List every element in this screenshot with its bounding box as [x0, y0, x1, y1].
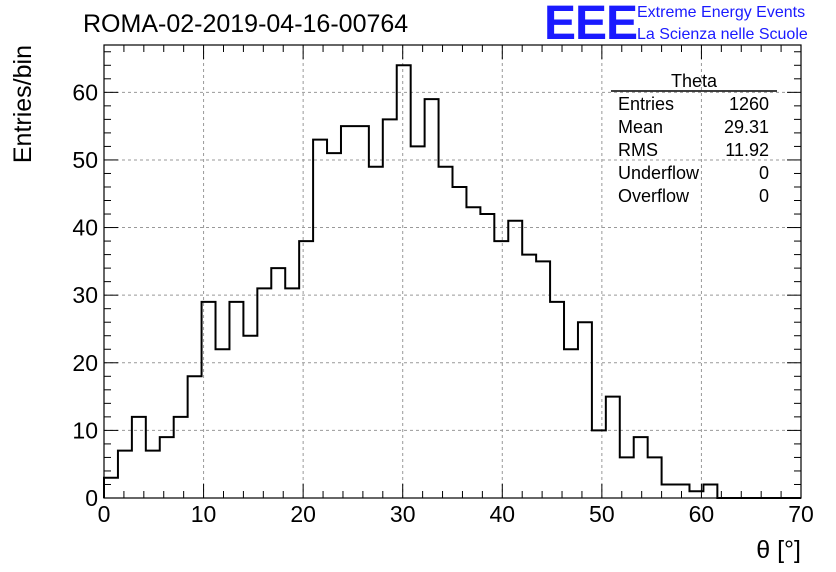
- y-tick-label: 20: [72, 350, 98, 376]
- histogram-bin: [327, 153, 341, 498]
- histogram-bin: [578, 322, 592, 498]
- histogram-bin: [536, 261, 550, 498]
- histogram-bin: [397, 65, 411, 498]
- stats-label: Mean: [618, 117, 663, 137]
- stats-label: Overflow: [618, 186, 690, 206]
- histogram-bin: [146, 451, 160, 498]
- histogram-bin: [229, 302, 243, 498]
- stats-value: 0: [759, 186, 769, 206]
- y-tick-label: 40: [72, 215, 98, 241]
- x-tick-label: 70: [788, 501, 814, 527]
- histogram-bin: [313, 140, 327, 498]
- histogram-bin: [383, 119, 397, 498]
- stats-box: Theta Entries 1260 Mean 29.31 RMS 11.92 Underfl…: [611, 71, 777, 206]
- x-tick-label: 0: [98, 501, 111, 527]
- x-tick-label: 40: [489, 501, 515, 527]
- stats-label: Underflow: [618, 163, 700, 183]
- histogram-bin: [243, 336, 257, 498]
- histogram-series: [103, 64, 801, 499]
- plot-frame: [103, 44, 802, 499]
- histogram-bin: [480, 214, 494, 498]
- histogram-bin: [285, 288, 299, 498]
- histogram-bin: [466, 207, 480, 498]
- histogram-bin: [174, 417, 188, 498]
- y-tick-label: 60: [72, 79, 98, 105]
- histogram-bin: [508, 221, 522, 498]
- histogram-bin: [703, 484, 717, 498]
- histogram-bin: [257, 288, 271, 498]
- histogram-bin: [299, 241, 313, 498]
- histogram-bin: [118, 451, 132, 498]
- histogram-bin: [425, 99, 439, 498]
- x-tick-label: 10: [191, 501, 217, 527]
- stats-value: 0: [759, 163, 769, 183]
- histogram-bin: [341, 126, 355, 498]
- histogram-bin: [676, 484, 690, 498]
- histogram-bin: [662, 484, 676, 498]
- y-tick-label: 30: [72, 282, 98, 308]
- eee-logo: EEE: [544, 0, 638, 50]
- x-tick-label: 60: [689, 501, 715, 527]
- stats-label: RMS: [618, 140, 658, 160]
- grid-lines: [104, 45, 801, 498]
- histogram-bin: [592, 430, 606, 498]
- histogram-bin: [564, 349, 578, 498]
- histogram-outline: [103, 64, 801, 499]
- histogram-bin: [355, 126, 369, 498]
- histogram-bin: [606, 397, 620, 498]
- histogram-bin: [104, 478, 118, 498]
- histogram-bin: [369, 167, 383, 498]
- y-axis-label: Entries/bin: [9, 45, 37, 163]
- stats-value: 29.31: [724, 117, 769, 137]
- histogram-bin: [494, 241, 508, 498]
- histogram-bin: [411, 146, 425, 498]
- histogram-bin: [202, 302, 216, 498]
- y-tick-label: 10: [72, 417, 98, 443]
- logo-line-1: Extreme Energy Events: [637, 4, 806, 21]
- histogram-bin: [439, 167, 453, 498]
- logo-line-2: La Scienza nelle Scuole: [637, 26, 808, 43]
- histogram-bin: [160, 437, 174, 498]
- histogram-bin: [188, 376, 202, 498]
- histogram-bin: [522, 255, 536, 498]
- histogram-bin: [132, 417, 146, 498]
- histogram-bin: [634, 437, 648, 498]
- y-tick-label: 0: [85, 485, 98, 511]
- histogram-bin: [453, 187, 467, 498]
- axes: 0 10 20 30 40 50 60 70 0 10 20 30 40 50 60 θ [°] Entries…: [9, 44, 814, 564]
- x-tick-label: 30: [390, 501, 416, 527]
- x-tick-label: 20: [290, 501, 316, 527]
- histogram-bin: [216, 349, 230, 498]
- x-tick-label: 50: [589, 501, 615, 527]
- stats-value: 11.92: [725, 140, 769, 160]
- stats-name: Theta: [671, 71, 718, 91]
- histogram-bin: [648, 457, 662, 498]
- stats-label: Entries: [618, 94, 674, 114]
- y-tick-label: 50: [72, 147, 98, 173]
- histogram-bin: [550, 302, 564, 498]
- x-axis-label: θ [°]: [756, 536, 801, 564]
- page-title: ROMA-02-2019-04-16-00764: [83, 10, 409, 38]
- histogram-bin: [271, 268, 285, 498]
- stats-value: 1260: [729, 94, 769, 114]
